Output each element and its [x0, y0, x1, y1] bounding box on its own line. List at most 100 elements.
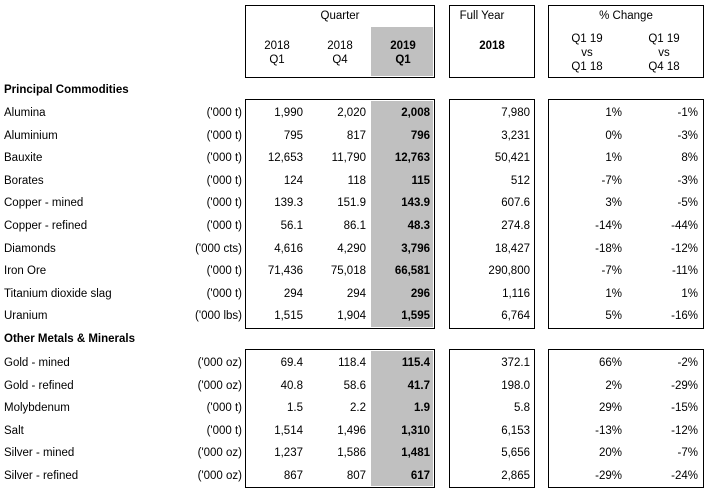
value-fy-2018: 512: [510, 174, 530, 187]
full-year-header-box: [449, 5, 535, 78]
change-vs-q4-2018: -29%: [671, 379, 698, 392]
change-vs-q4-2018: -44%: [671, 220, 698, 232]
change-vs-q4-2018: 1%: [681, 287, 698, 300]
value-fy-2018: 290,800: [488, 265, 530, 278]
unit-label: ('000 t): [206, 152, 242, 165]
col-chg2-bottom: Q4 18: [648, 61, 680, 73]
value-q1-2018: 124: [283, 174, 303, 187]
value-fy-2018: 3,231: [501, 129, 530, 142]
value-fy-2018: 1,116: [502, 287, 530, 300]
section-title-principal: Principal Commodities: [4, 84, 129, 96]
value-q4-2018: 1,586: [337, 447, 366, 460]
value-q1-2018: 69.4: [280, 357, 303, 369]
value-q1-2019: 1,595: [401, 310, 430, 323]
col-2018q4-year: 2018: [327, 40, 353, 52]
change-vs-q4-2018: -16%: [671, 310, 698, 323]
col-chg1-vs: vs: [581, 47, 593, 59]
col-2019q1-year: 2019: [390, 40, 416, 52]
change-vs-q4-2018: -3%: [677, 129, 698, 142]
value-fy-2018: 2,865: [501, 470, 530, 482]
change-vs-q1-2018: -29%: [595, 470, 622, 482]
value-q4-2018: 1,496: [337, 424, 366, 437]
unit-label: ('000 oz): [197, 379, 242, 392]
change-vs-q1-2018: 0%: [605, 129, 622, 142]
value-q1-2018: 12,653: [267, 152, 303, 165]
value-q1-2019: 617: [410, 470, 430, 482]
change-vs-q4-2018: -11%: [672, 265, 698, 278]
value-q1-2018: 4,616: [274, 242, 303, 255]
value-q4-2018: 11,790: [331, 152, 366, 165]
quarter-header-box: [245, 5, 435, 78]
unit-label: ('000 oz): [197, 470, 242, 482]
value-q4-2018: 118.4: [338, 357, 366, 369]
value-q1-2018: 294: [283, 287, 303, 300]
change-vs-q4-2018: -3%: [677, 174, 698, 187]
commodity-name: Gold - refined: [4, 379, 74, 392]
value-q4-2018: 58.6: [343, 379, 366, 392]
change-vs-q1-2018: 29%: [598, 402, 622, 415]
value-q1-2018: 71,436: [267, 265, 303, 278]
q1-2019-shade-header: [371, 27, 433, 76]
value-q1-2018: 1,990: [274, 107, 303, 119]
value-q1-2018: 1,514: [274, 424, 303, 437]
change-vs-q4-2018: -7%: [677, 447, 698, 460]
change-vs-q4-2018: -24%: [671, 470, 698, 482]
change-vs-q4-2018: -12%: [671, 242, 698, 255]
value-fy-2018: 198.0: [501, 379, 530, 392]
value-q4-2018: 807: [346, 470, 366, 482]
commodity-name: Silver - refined: [4, 470, 79, 482]
unit-label: ('000 cts): [195, 242, 242, 255]
change-vs-q1-2018: -14%: [595, 220, 622, 232]
value-fy-2018: 274.8: [501, 220, 530, 232]
value-q1-2018: 139.3: [274, 197, 303, 210]
value-q4-2018: 151.9: [337, 197, 366, 210]
commodity-name: Diamonds: [4, 242, 56, 255]
value-q1-2019: 115.4: [401, 357, 430, 369]
fy-principal-box: [449, 99, 535, 329]
change-vs-q1-2018: 5%: [605, 310, 622, 323]
value-fy-2018: 6,153: [501, 424, 530, 437]
section-title-other: Other Metals & Minerals: [4, 333, 136, 345]
commodity-name: Alumina: [4, 107, 46, 119]
change-vs-q1-2018: 66%: [598, 357, 622, 369]
commodity-name: Salt: [4, 424, 24, 437]
chg-other-box: [548, 349, 704, 488]
value-q1-2018: 795: [283, 129, 303, 142]
unit-label: ('000 t): [206, 129, 242, 142]
value-q4-2018: 118: [347, 174, 366, 187]
unit-label: ('000 t): [206, 174, 242, 187]
col-chg1-top: Q1 19: [571, 33, 603, 45]
value-fy-2018: 5.8: [514, 402, 530, 415]
value-q1-2019: 41.7: [407, 379, 430, 392]
value-q1-2018: 867: [283, 470, 303, 482]
q1-2019-shade-principal: [371, 101, 433, 327]
value-q1-2018: 40.8: [280, 379, 303, 392]
value-q1-2018: 1,237: [274, 447, 303, 460]
commodity-name: Silver - mined: [4, 447, 75, 460]
commodity-name: Iron Ore: [4, 265, 47, 278]
change-vs-q1-2018: -7%: [601, 174, 622, 187]
value-fy-2018: 5,656: [501, 447, 530, 460]
change-vs-q4-2018: 8%: [681, 152, 698, 165]
value-q1-2019: 296: [410, 287, 430, 300]
commodity-name: Copper - refined: [4, 220, 88, 232]
col-chg1-bottom: Q1 18: [571, 61, 603, 73]
value-q1-2019: 115: [411, 174, 430, 187]
unit-label: ('000 t): [206, 424, 242, 437]
unit-label: ('000 oz): [197, 357, 242, 369]
q1-2019-shade-other: [371, 351, 433, 486]
change-vs-q4-2018: -1%: [677, 107, 698, 119]
commodity-name: Uranium: [4, 310, 48, 323]
value-fy-2018: 7,980: [501, 107, 530, 119]
value-q1-2019: 2,008: [401, 107, 430, 119]
change-vs-q1-2018: 1%: [605, 287, 622, 300]
unit-label: ('000 t): [206, 402, 242, 415]
commodity-name: Aluminium: [4, 129, 58, 142]
change-vs-q1-2018: 3%: [605, 197, 622, 210]
value-q1-2019: 12,763: [394, 152, 430, 165]
change-vs-q1-2018: 1%: [605, 152, 622, 165]
unit-label: ('000 lbs): [195, 310, 242, 323]
change-vs-q4-2018: -2%: [677, 357, 698, 369]
commodity-name: Copper - mined: [4, 197, 84, 210]
col-2018q4-quarter: Q4: [332, 54, 348, 66]
